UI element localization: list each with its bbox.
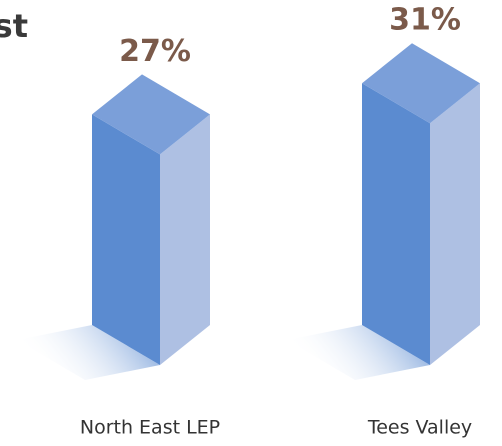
value-label: 27%: [119, 34, 191, 69]
bar-top-face: [92, 74, 210, 155]
bar-right-face: [160, 114, 210, 366]
bar-left-face: [362, 83, 430, 365]
bar-top-face: [362, 43, 480, 124]
bar-right-face: [430, 83, 480, 365]
bar-shadow: [287, 325, 430, 380]
bar-left-face: [92, 114, 160, 366]
value-label: 31%: [389, 3, 461, 38]
chart-title: st: [0, 7, 28, 45]
category-label: Tees Valley: [367, 417, 472, 439]
category-label: North East LEP: [80, 417, 220, 439]
bar-shadow: [17, 325, 160, 380]
